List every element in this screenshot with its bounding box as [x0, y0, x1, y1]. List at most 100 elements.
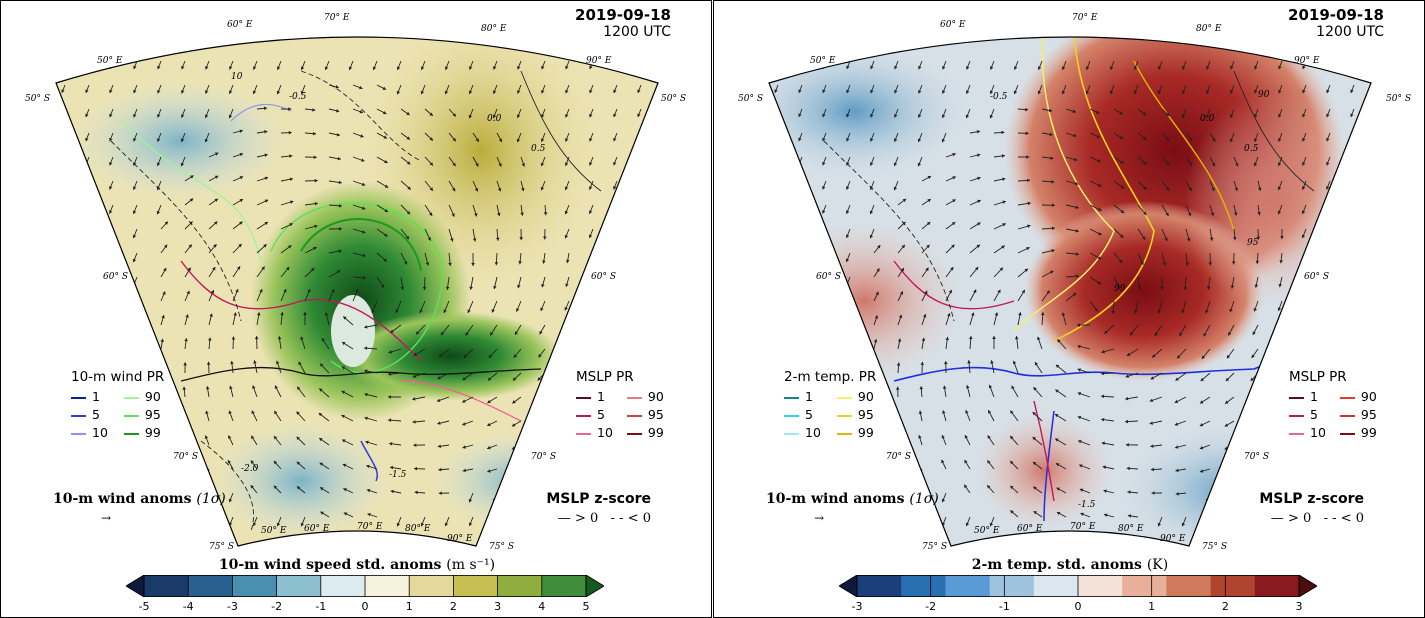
wind-vector [38, 397, 41, 405]
wind-vector [1375, 133, 1378, 141]
wind-vector-head [514, 331, 519, 335]
wind-vector-head [498, 138, 502, 142]
wind-vector-head [133, 89, 137, 94]
wind-vector-head [798, 306, 802, 310]
wind-vector-head [235, 289, 239, 293]
wind-key-label: 10-m wind anoms [53, 491, 192, 507]
lon-label: 50° E [261, 526, 287, 536]
wind-vector-head [774, 137, 778, 141]
wind-vector-head [1249, 400, 1254, 404]
legend-swatch [784, 396, 799, 399]
colorbar-segment [1122, 575, 1167, 597]
wind-vector-head [565, 65, 569, 70]
wind-vector-head [324, 66, 329, 71]
wind-vector-head [1032, 411, 1037, 416]
wind-vector-head [413, 352, 418, 356]
wind-vector-head [405, 235, 410, 240]
wind-vector-head [264, 176, 269, 181]
wind-vector [798, 348, 803, 358]
wind-vector-head [965, 385, 970, 389]
wind-vector [798, 228, 803, 238]
wind-vector-head [1152, 354, 1156, 358]
wind-vector-head [1165, 137, 1170, 141]
wind-vector-head [917, 114, 922, 118]
panel-temperature: 60° E 70° E 80° E 90° E 50° E 50° S 60° … [713, 0, 1425, 618]
wind-vector [637, 444, 642, 454]
wind-vector-head [462, 468, 467, 473]
wind-vector-head [319, 438, 323, 442]
wind-vector [109, 324, 114, 335]
wind-vector [1249, 396, 1259, 405]
wind-vector-head [1277, 307, 1282, 311]
wind-vector-head [318, 413, 323, 417]
wind-vector [662, 469, 665, 477]
wind-vector-head [468, 66, 473, 70]
legend-label: 1 [805, 389, 813, 404]
wind-vector-head [1079, 464, 1083, 468]
wind-vector [751, 469, 754, 477]
wind-vector-head [750, 330, 753, 333]
wind-vector-head [989, 114, 994, 119]
lat-label: 50° S [738, 94, 763, 104]
wind-vector-head [1325, 282, 1330, 286]
wind-vector-head [869, 234, 874, 239]
colorbar-tick-label: 2 [449, 600, 457, 613]
wind-vector [751, 493, 754, 501]
wind-vector-head [1326, 161, 1330, 166]
wind-vector-head [798, 137, 802, 142]
legend-swatch [1289, 414, 1304, 417]
wind-vector-head [870, 138, 874, 142]
wind-vector-head [952, 176, 956, 180]
wind-vector [845, 300, 851, 311]
colorbar-extend-min [126, 575, 145, 597]
wind-vector [613, 252, 618, 262]
wind-vector-head [897, 338, 902, 342]
colorbar-tick-label: 2 [1221, 600, 1229, 613]
wind-vector [1375, 517, 1378, 525]
wind-vector-head [420, 66, 425, 70]
wind-vector-head [613, 161, 617, 166]
wind-vector [1277, 444, 1283, 455]
wind-vector [157, 444, 162, 455]
wind-vector-head [263, 106, 268, 111]
wind-vector-head [37, 354, 40, 357]
wind-vector-head [1109, 90, 1114, 95]
wind-vector-head [637, 89, 641, 93]
wind-vector-head [637, 234, 641, 238]
wind-vector-head [109, 89, 113, 94]
wind-vector-head [542, 260, 546, 264]
wind-vector-head [465, 332, 469, 336]
colorbar-extend-max [1298, 575, 1317, 597]
wind-vector-head [918, 65, 922, 70]
wind-vector-head [1073, 133, 1077, 138]
wind-vector-head [1181, 90, 1186, 94]
wind-vector [181, 516, 186, 526]
colorbar-tick-label: -4 [182, 600, 194, 613]
wind-vector-head [444, 90, 449, 95]
wind-vector-head [251, 435, 255, 440]
wind-vector-head [1102, 465, 1107, 469]
wind-vector-head [1374, 113, 1377, 116]
wind-vector-head [298, 361, 302, 366]
wind-vector-head [359, 109, 363, 114]
wind-vector-head [264, 222, 268, 226]
wind-vector-head [511, 423, 516, 427]
wind-vector-head [1234, 187, 1239, 191]
wind-vector [1276, 324, 1283, 335]
colorbar-title-text: 10-m wind speed std. anoms [218, 557, 442, 573]
wind-vector-head [1119, 135, 1124, 139]
wind-vector-head [132, 234, 137, 239]
wind-vector-head [1350, 210, 1354, 214]
wind-vector-head [239, 129, 243, 133]
wind-vector-head [1181, 310, 1185, 314]
wind-vector-head [396, 66, 401, 71]
wind-vector-head [214, 198, 219, 202]
wind-vector-head [515, 308, 520, 312]
wind-vector-head [1134, 310, 1138, 314]
wind-vector-head [588, 186, 593, 190]
wind-vector-head [1349, 330, 1354, 334]
wind-vector-head [774, 425, 778, 430]
wind-vector-head [412, 397, 416, 401]
lon-label: 80° E [1196, 24, 1222, 34]
wind-vector-head [987, 435, 991, 439]
